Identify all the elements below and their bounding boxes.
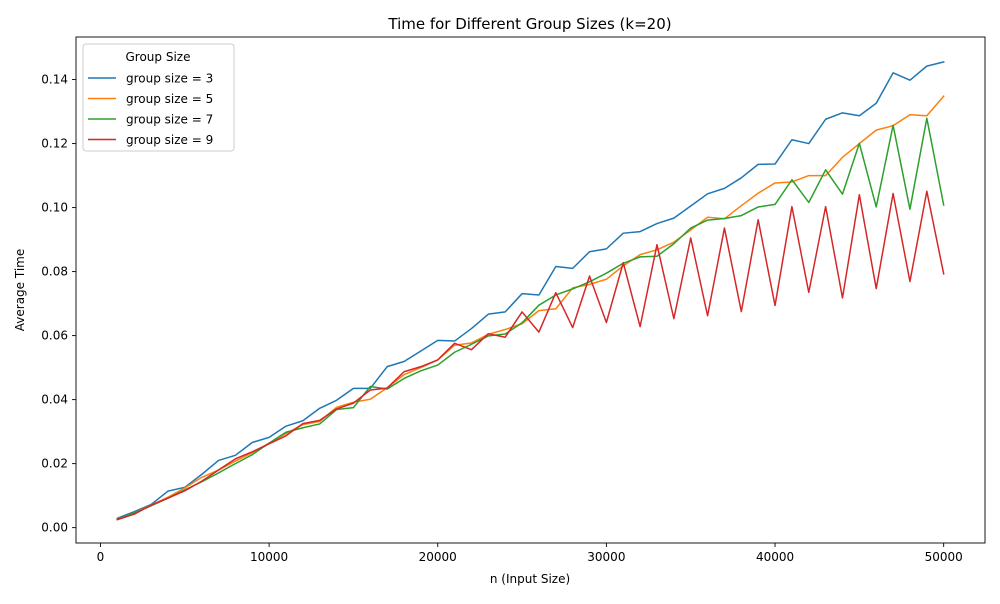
legend-label: group size = 7 <box>126 113 213 127</box>
y-tick-label: 0.02 <box>41 457 68 471</box>
y-axis-label: Average Time <box>13 249 27 331</box>
plot-frame <box>75 36 986 544</box>
legend-label: group size = 9 <box>126 133 213 147</box>
x-tick-label: 10000 <box>250 550 288 564</box>
chart-title: Time for Different Group Sizes (k=20) <box>387 15 671 33</box>
x-tick-label: 20000 <box>419 550 457 564</box>
legend-title: Group Size <box>126 50 191 64</box>
x-tick-label: 40000 <box>756 550 794 564</box>
y-axis: 0.00 0.02 0.04 0.06 0.08 0.10 0.12 0.14 <box>41 73 76 535</box>
y-tick-label: 0.14 <box>41 73 68 87</box>
x-tick-label: 30000 <box>587 550 625 564</box>
legend-label: group size = 5 <box>126 92 213 106</box>
legend-box <box>82 43 235 152</box>
x-tick-label: 50000 <box>925 550 963 564</box>
y-tick-label: 0.04 <box>41 393 68 407</box>
legend-items: group size = 3 group size = 5 group size =… <box>88 72 213 147</box>
x-axis: 0 10000 20000 30000 40000 50000 <box>97 543 963 564</box>
series-line-group-size-7 <box>116 117 945 521</box>
y-tick-label: 0.08 <box>41 265 68 279</box>
x-tick-label: 0 <box>97 550 105 564</box>
y-tick-label: 0.00 <box>41 521 68 535</box>
series-line-group-size-3 <box>116 61 945 520</box>
legend-label: group size = 3 <box>126 72 213 86</box>
y-tick-label: 0.10 <box>41 201 68 215</box>
series-line-group-size-9 <box>116 190 945 521</box>
series-layer <box>116 61 945 521</box>
x-axis-label: n (Input Size) <box>490 572 570 586</box>
y-tick-label: 0.06 <box>41 329 68 343</box>
y-tick-label: 0.12 <box>41 137 68 151</box>
